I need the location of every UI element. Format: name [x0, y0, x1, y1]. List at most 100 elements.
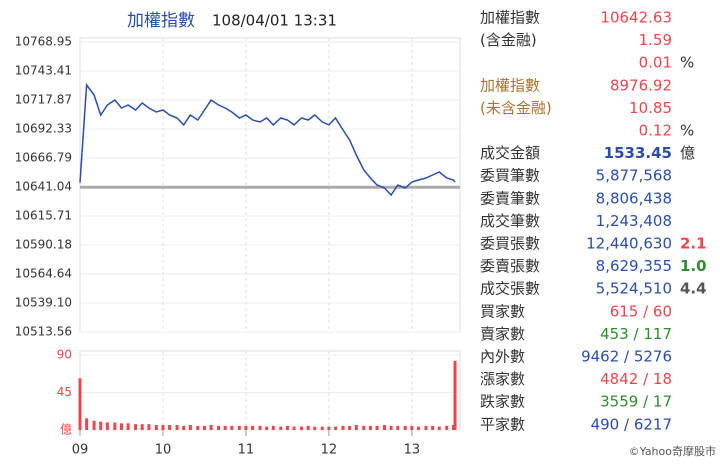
y-tick-label: 10768.95	[15, 35, 72, 49]
stat-label: 內外數	[480, 348, 525, 366]
volume-bar	[105, 422, 109, 430]
stat-label: 平家數	[480, 415, 525, 433]
volume-bar	[85, 418, 89, 430]
stat-value: 1.59	[639, 31, 672, 49]
y-tick-label: 10692.33	[15, 122, 72, 136]
stat-value: 453 / 117	[600, 325, 672, 343]
stat-value: 615 / 60	[610, 302, 672, 320]
volume-bar	[375, 425, 379, 430]
stat-value: 12,440,630	[586, 235, 672, 253]
volume-bar	[168, 425, 172, 430]
volume-bar	[327, 426, 331, 430]
y-tick-label: 10513.56	[15, 325, 72, 339]
stat-label: 成交金額	[480, 144, 540, 162]
volume-bar	[313, 426, 317, 430]
volume-bar	[119, 423, 123, 430]
volume-bar	[113, 422, 117, 430]
volume-bar	[92, 420, 96, 430]
volume-bar	[368, 425, 372, 430]
stat-unit: %	[680, 54, 694, 72]
volume-bar	[453, 360, 457, 430]
stat-value: 10.85	[629, 99, 672, 117]
volume-bar	[445, 425, 449, 430]
stat-extra: 1.0	[680, 257, 707, 275]
y-tick-label: 10539.10	[15, 295, 72, 309]
stat-label: (未含金融)	[480, 99, 552, 117]
stat-label: 漲家數	[480, 370, 525, 388]
stat-value: 10642.63	[600, 9, 672, 27]
stat-value: 0.12	[639, 122, 672, 140]
volume-bar	[244, 425, 248, 430]
volume-bar	[175, 425, 179, 430]
y-tick-label: 10615.71	[15, 209, 72, 223]
volume-bar	[223, 425, 227, 430]
stat-extra: 4.4	[680, 280, 707, 298]
volume-bar	[147, 424, 151, 430]
volume-bar	[265, 426, 269, 430]
volume-bar	[188, 425, 192, 430]
volume-bar	[78, 378, 82, 430]
y-tick-label: 10590.18	[15, 237, 72, 251]
stat-label: 加權指數	[480, 9, 540, 27]
x-tick-label: 11	[238, 443, 255, 458]
stat-label: 賣家數	[480, 325, 525, 343]
volume-bar	[389, 425, 393, 430]
stat-label: 委賣筆數	[480, 189, 540, 207]
y-tick-label: 10743.41	[15, 64, 72, 78]
volume-bar	[334, 426, 338, 430]
chart-title: 加權指數	[127, 11, 195, 31]
volume-bar	[320, 426, 324, 430]
volume-bar	[306, 425, 310, 430]
x-tick-label: 10	[155, 443, 172, 458]
stat-label: 委賣張數	[480, 257, 540, 275]
stat-label: (含金融)	[480, 31, 537, 49]
stat-unit: 億	[680, 144, 695, 162]
stat-value: 3559 / 17	[600, 393, 672, 411]
stat-label: 買家數	[480, 302, 525, 320]
volume-bar	[134, 424, 138, 430]
stat-value: 490 / 6217	[591, 415, 672, 433]
x-tick-label: 12	[321, 443, 338, 458]
stat-value: 4842 / 18	[600, 370, 672, 388]
stat-label: 委買張數	[480, 235, 540, 253]
volume-bar	[382, 425, 386, 430]
volume-bar	[209, 425, 213, 430]
stat-value: 1,243,408	[596, 212, 672, 230]
chart-subtitle: 108/04/01 13:31	[212, 12, 337, 30]
volume-bar	[202, 425, 206, 430]
y-tick-label: 億	[60, 423, 72, 437]
stat-label: 跌家數	[480, 393, 525, 411]
x-tick-label: 09	[72, 443, 89, 458]
volume-bar	[258, 425, 262, 430]
volume-bar	[417, 426, 421, 430]
volume-bar	[341, 425, 345, 430]
volume-bar	[251, 425, 255, 430]
volume-bar	[300, 426, 304, 430]
volume-bar	[182, 425, 186, 430]
volume-bar	[271, 425, 275, 430]
volume-bar	[161, 425, 165, 430]
volume-bar	[348, 425, 352, 430]
volume-bar	[396, 425, 400, 430]
stat-label: 成交張數	[480, 280, 540, 298]
volume-bar	[196, 425, 200, 430]
y-tick-label: 45	[57, 385, 72, 399]
volume-bar	[140, 424, 144, 430]
volume-bar	[431, 425, 435, 430]
footer: ©Yahoo奇摩股市	[629, 444, 716, 458]
stat-label: 委買筆數	[480, 167, 540, 185]
volume-bar	[285, 425, 289, 430]
volume-bar	[126, 423, 130, 430]
volume-bar	[237, 425, 241, 430]
stat-value: 9462 / 5276	[581, 348, 672, 366]
stat-value: 8,806,438	[596, 189, 672, 207]
volume-bar	[362, 425, 366, 430]
y-tick-label: 10717.87	[15, 93, 72, 107]
volume-bar	[354, 425, 358, 430]
volume-bar	[292, 426, 296, 430]
y-tick-label: 10666.79	[15, 151, 72, 165]
stat-value: 1533.45	[604, 144, 672, 162]
stat-extra: 2.1	[680, 235, 707, 253]
